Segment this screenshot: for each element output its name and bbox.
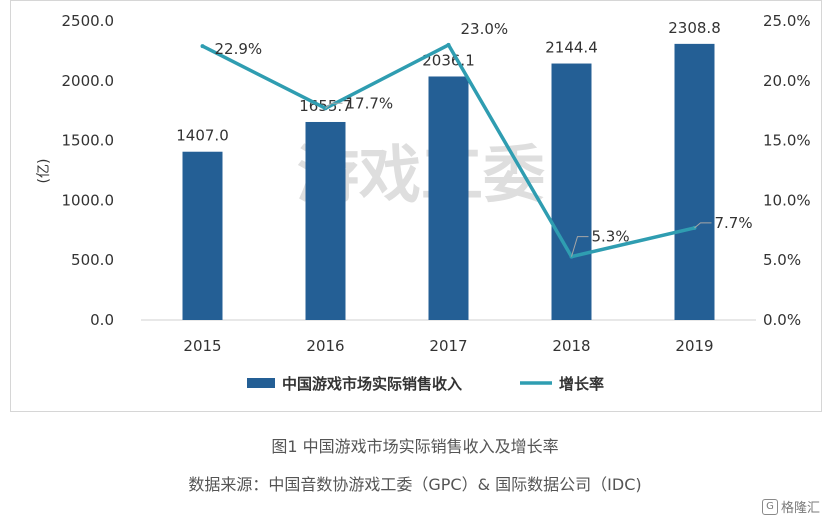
- x-tick-label: 2016: [306, 337, 344, 355]
- bar-data-label: 1407.0: [176, 127, 229, 145]
- y2-tick-label: 20.0%: [763, 72, 811, 90]
- bar: [182, 151, 223, 320]
- x-tick-label: 2015: [183, 337, 221, 355]
- y-tick-label: 500.0: [71, 251, 114, 269]
- growth-rate-point: [200, 44, 205, 49]
- y-axis-label: (亿): [36, 159, 52, 184]
- legend-label-line: 增长率: [559, 375, 604, 393]
- y2-tick-label: 5.0%: [763, 251, 801, 269]
- data-label-leader-line: [325, 102, 343, 109]
- y-tick-label: 1500.0: [62, 132, 115, 150]
- line-data-label: 7.7%: [715, 214, 753, 232]
- legend-label-bar: 中国游戏市场实际销售收入: [282, 375, 462, 393]
- y-tick-label: 2500.0: [62, 12, 115, 30]
- source-caption: 数据来源：中国音数协游戏工委（GPC）& 国际数据公司（IDC): [188, 475, 642, 494]
- x-tick-label: 2018: [552, 337, 590, 355]
- bar-data-label: 2144.4: [545, 39, 598, 57]
- y2-tick-label: 15.0%: [763, 132, 811, 150]
- brand-logo-icon: G: [761, 498, 778, 515]
- brand-name: 格隆汇: [780, 501, 820, 516]
- x-tick-label: 2019: [675, 337, 713, 355]
- bar: [674, 43, 715, 320]
- bar: [428, 76, 469, 320]
- bar: [551, 63, 592, 321]
- y2-tick-label: 25.0%: [763, 12, 811, 30]
- data-label-leader-line: [694, 222, 712, 229]
- line-data-label: 5.3%: [592, 228, 630, 246]
- line-data-label: 22.9%: [215, 40, 263, 58]
- y-tick-label: 0.0: [90, 311, 114, 329]
- bar-data-label: 2308.8: [668, 19, 721, 37]
- data-label-leader-line: [571, 236, 589, 257]
- y-tick-label: 2000.0: [62, 72, 115, 90]
- legend-swatch-bar: [247, 378, 275, 388]
- brand-logo: G 格隆汇: [761, 497, 820, 516]
- line-data-label: 17.7%: [346, 94, 394, 112]
- chart: 游戏工委0.0500.01000.01500.02000.02500.00.0%…: [36, 12, 811, 393]
- line-data-label: 23.0%: [461, 20, 509, 38]
- y2-tick-label: 10.0%: [763, 191, 811, 209]
- chart-frame: 游戏工委 0.0 500.0 1000.0 1500.0 2000.0 2500.0 0.0%…: [10, 0, 822, 412]
- bar: [305, 121, 346, 321]
- x-tick-label: 2017: [429, 337, 467, 355]
- figure-caption: 图1 中国游戏市场实际销售收入及增长率: [271, 437, 559, 456]
- y2-tick-label: 0.0%: [763, 311, 801, 329]
- y-tick-label: 1000.0: [62, 191, 115, 209]
- growth-rate-point: [446, 42, 451, 47]
